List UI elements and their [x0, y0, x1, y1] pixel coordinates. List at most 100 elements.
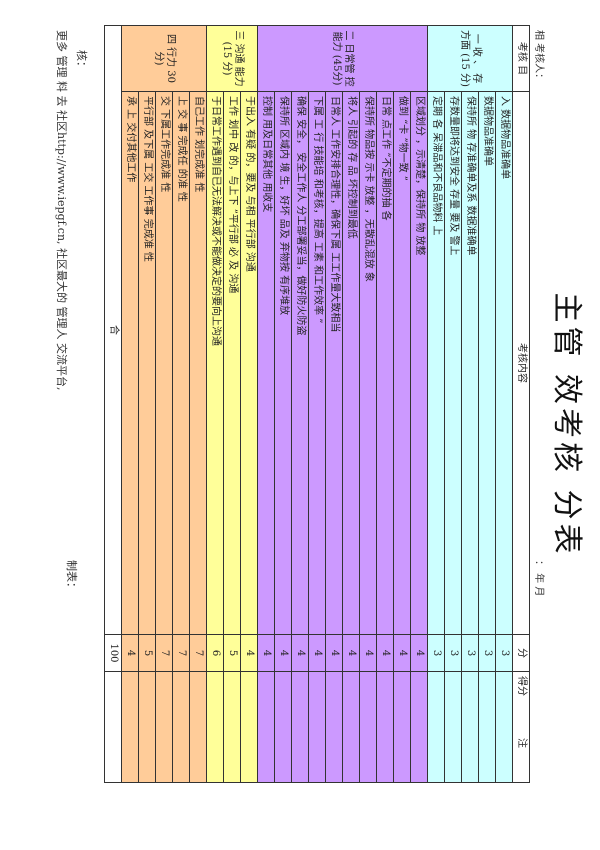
- row-notes[interactable]: [274, 671, 292, 783]
- row-notes[interactable]: [172, 671, 190, 783]
- row-notes[interactable]: [376, 671, 394, 783]
- row-content: 平行部 及下属 工交 工作事 完成准 性: [138, 91, 156, 635]
- total-notes[interactable]: [104, 671, 122, 783]
- header-score: 分: [512, 634, 530, 672]
- row-score: 4: [308, 634, 326, 672]
- row-score: 3: [478, 634, 496, 672]
- row-notes[interactable]: [240, 671, 258, 783]
- row-content: 交 下属工作完成准 性: [155, 91, 173, 635]
- table-row: 保持所 区域内 境 生，好坏 品及 弃物按 有序堆放 4: [274, 25, 292, 783]
- table-row: 存数量即将达到安全 存量 要及 警上 3: [444, 25, 462, 783]
- row-score: 4: [325, 634, 343, 672]
- date-label: ： 年 月: [533, 560, 544, 597]
- section-category: 三 沟通 能力 (15 分): [206, 25, 258, 92]
- row-notes[interactable]: [155, 671, 173, 783]
- row-content: 自己工作 划完成准 性: [189, 91, 207, 635]
- row-score: 3: [461, 634, 479, 672]
- table-row: 控制 用及日常其他 用收支 4: [257, 25, 275, 783]
- row-content: 保持所 区域内 境 生，好坏 品及 弃物按 有序堆放: [274, 91, 292, 635]
- row-notes[interactable]: [461, 671, 479, 783]
- row-content: 承 上 交付其他工作: [121, 91, 139, 635]
- table-row: 交 下属工作完成准 性 7: [155, 25, 173, 783]
- header-content: 考核内容: [512, 91, 530, 635]
- row-notes[interactable]: [308, 671, 326, 783]
- table-row: 将人 引起的 存 品 坏控制到最低 4: [342, 25, 360, 783]
- table-row: 保持所 物品按 示卡 放整 ，无散乱混放 象 4: [359, 25, 377, 783]
- row-score: 4: [121, 634, 139, 672]
- row-score: 4: [240, 634, 258, 672]
- table-row: 做到 “卡 ”物一致 ” 4: [393, 25, 411, 783]
- row-content: 于出入 有疑 的，要及 与相 平行部 沟通: [240, 91, 258, 635]
- table-row: 日常人 工作安排合理性，确保下属 工工作量大致相当 4: [325, 25, 343, 783]
- row-notes[interactable]: [121, 671, 139, 783]
- row-content: 保持所 物 存准确单及系 数据准确单: [461, 91, 479, 635]
- total-score: 100: [104, 634, 122, 672]
- evaluation-table: 考核 目 考核内容 分 得分注 一 收 、 存方面 (15 分) 入 数据物品准…: [104, 25, 530, 783]
- maker-label: 制表：: [65, 560, 78, 593]
- row-notes[interactable]: [427, 671, 445, 783]
- row-score: 3: [495, 634, 513, 672]
- row-content: 做到 “卡 ”物一致 ”: [393, 91, 411, 635]
- header-notes-label: 注: [516, 738, 527, 748]
- table-row: 保持所 物 存准确单及系 数据准确单 3: [461, 25, 479, 783]
- row-notes[interactable]: [410, 671, 428, 783]
- row-content: 下属 工 行 技能培 和考核，提高 工素 和工作效率 ”: [308, 91, 326, 635]
- row-score: 3: [427, 634, 445, 672]
- row-notes[interactable]: [495, 671, 513, 783]
- footer-promo-text: 更多 管理 料 去 社区http://www.iepgf.cn, 社区最大的 管…: [55, 30, 68, 391]
- row-content: 上 交 事 完成任 的准 性: [172, 91, 190, 635]
- row-notes[interactable]: [478, 671, 496, 783]
- row-notes[interactable]: [342, 671, 360, 783]
- total-row: 合 100: [104, 25, 122, 783]
- row-notes[interactable]: [223, 671, 241, 783]
- section-category: 二 日常管 控能力 (45分): [257, 25, 428, 92]
- page-title: 主管 效考核 分表: [549, 292, 584, 558]
- table-row: 下属 工 行 技能培 和考核，提高 工素 和工作效率 ” 4: [308, 25, 326, 783]
- row-content: 保持所 物品按 示卡 放整 ，无散乱混放 象: [359, 91, 377, 635]
- table-row: 于日常工作遇到自已无法解决或不能做决定的要向上沟通 6: [206, 25, 224, 783]
- row-notes[interactable]: [359, 671, 377, 783]
- row-content: 定期 各 呆滞品和不良品物料 上: [427, 91, 445, 635]
- row-notes[interactable]: [444, 671, 462, 783]
- header-category: 考核 目: [512, 25, 530, 92]
- section-category: 四 行力 30分): [121, 25, 207, 92]
- row-content: 工作 划中 改 的，与上下 ”平行部 必 及 沟通: [223, 91, 241, 635]
- table-row: 确保 安全， 安全工作人 分工部署妥当，做好防火防盗 4: [291, 25, 309, 783]
- row-score: 5: [223, 634, 241, 672]
- row-notes[interactable]: [325, 671, 343, 783]
- row-notes[interactable]: [291, 671, 309, 783]
- row-score: 4: [359, 634, 377, 672]
- table-row: 日常 点工作 ”不定期的抽 各 4: [376, 25, 394, 783]
- table-row: 一 收 、 存方面 (15 分) 入 数据物品准确单 3: [427, 25, 513, 783]
- row-notes[interactable]: [206, 671, 224, 783]
- table-row: 四 行力 30分) 自己工作 划完成准 性 7: [121, 25, 207, 783]
- row-score: 3: [444, 634, 462, 672]
- table-row: 上 交 事 完成任 的准 性 7: [172, 25, 190, 783]
- row-score: 7: [189, 634, 207, 672]
- row-score: 5: [138, 634, 156, 672]
- table-row: 定期 各 呆滞品和不良品物料 上 3: [427, 25, 445, 783]
- header-score-got: 得分: [516, 676, 527, 696]
- row-content: 控制 用及日常其他 用收支: [257, 91, 275, 635]
- footer: 核： 更多 管理 料 去 社区http://www.iepgf.cn, 社区最大…: [50, 30, 90, 391]
- row-content: 日常 点工作 ”不定期的抽 各: [376, 91, 394, 635]
- row-score: 4: [274, 634, 292, 672]
- row-notes[interactable]: [138, 671, 156, 783]
- table-header-row: 考核 目 考核内容 分 得分注: [512, 25, 530, 783]
- section-category: 一 收 、 存方面 (15 分): [427, 25, 513, 92]
- row-content: 存数量即将达到安全 存量 要及 警上: [444, 91, 462, 635]
- row-score: 4: [291, 634, 309, 672]
- row-content: 日常人 工作安排合理性，确保下属 工工作量大致相当: [325, 91, 343, 635]
- table-row: 平行部 及下属 工交 工作事 完成准 性 5: [138, 25, 156, 783]
- row-score: 4: [342, 634, 360, 672]
- table-row: 承 上 交付其他工作 4: [121, 25, 139, 783]
- header-notes: 得分注: [512, 671, 530, 783]
- row-notes[interactable]: [257, 671, 275, 783]
- row-score: 4: [376, 634, 394, 672]
- row-score: 4: [257, 634, 275, 672]
- row-notes[interactable]: [189, 671, 207, 783]
- row-score: 4: [393, 634, 411, 672]
- row-score: 4: [410, 634, 428, 672]
- row-notes[interactable]: [393, 671, 411, 783]
- table-row: 三 沟通 能力 (15 分) 于出入 有疑 的，要及 与相 平行部 沟通 4: [206, 25, 258, 783]
